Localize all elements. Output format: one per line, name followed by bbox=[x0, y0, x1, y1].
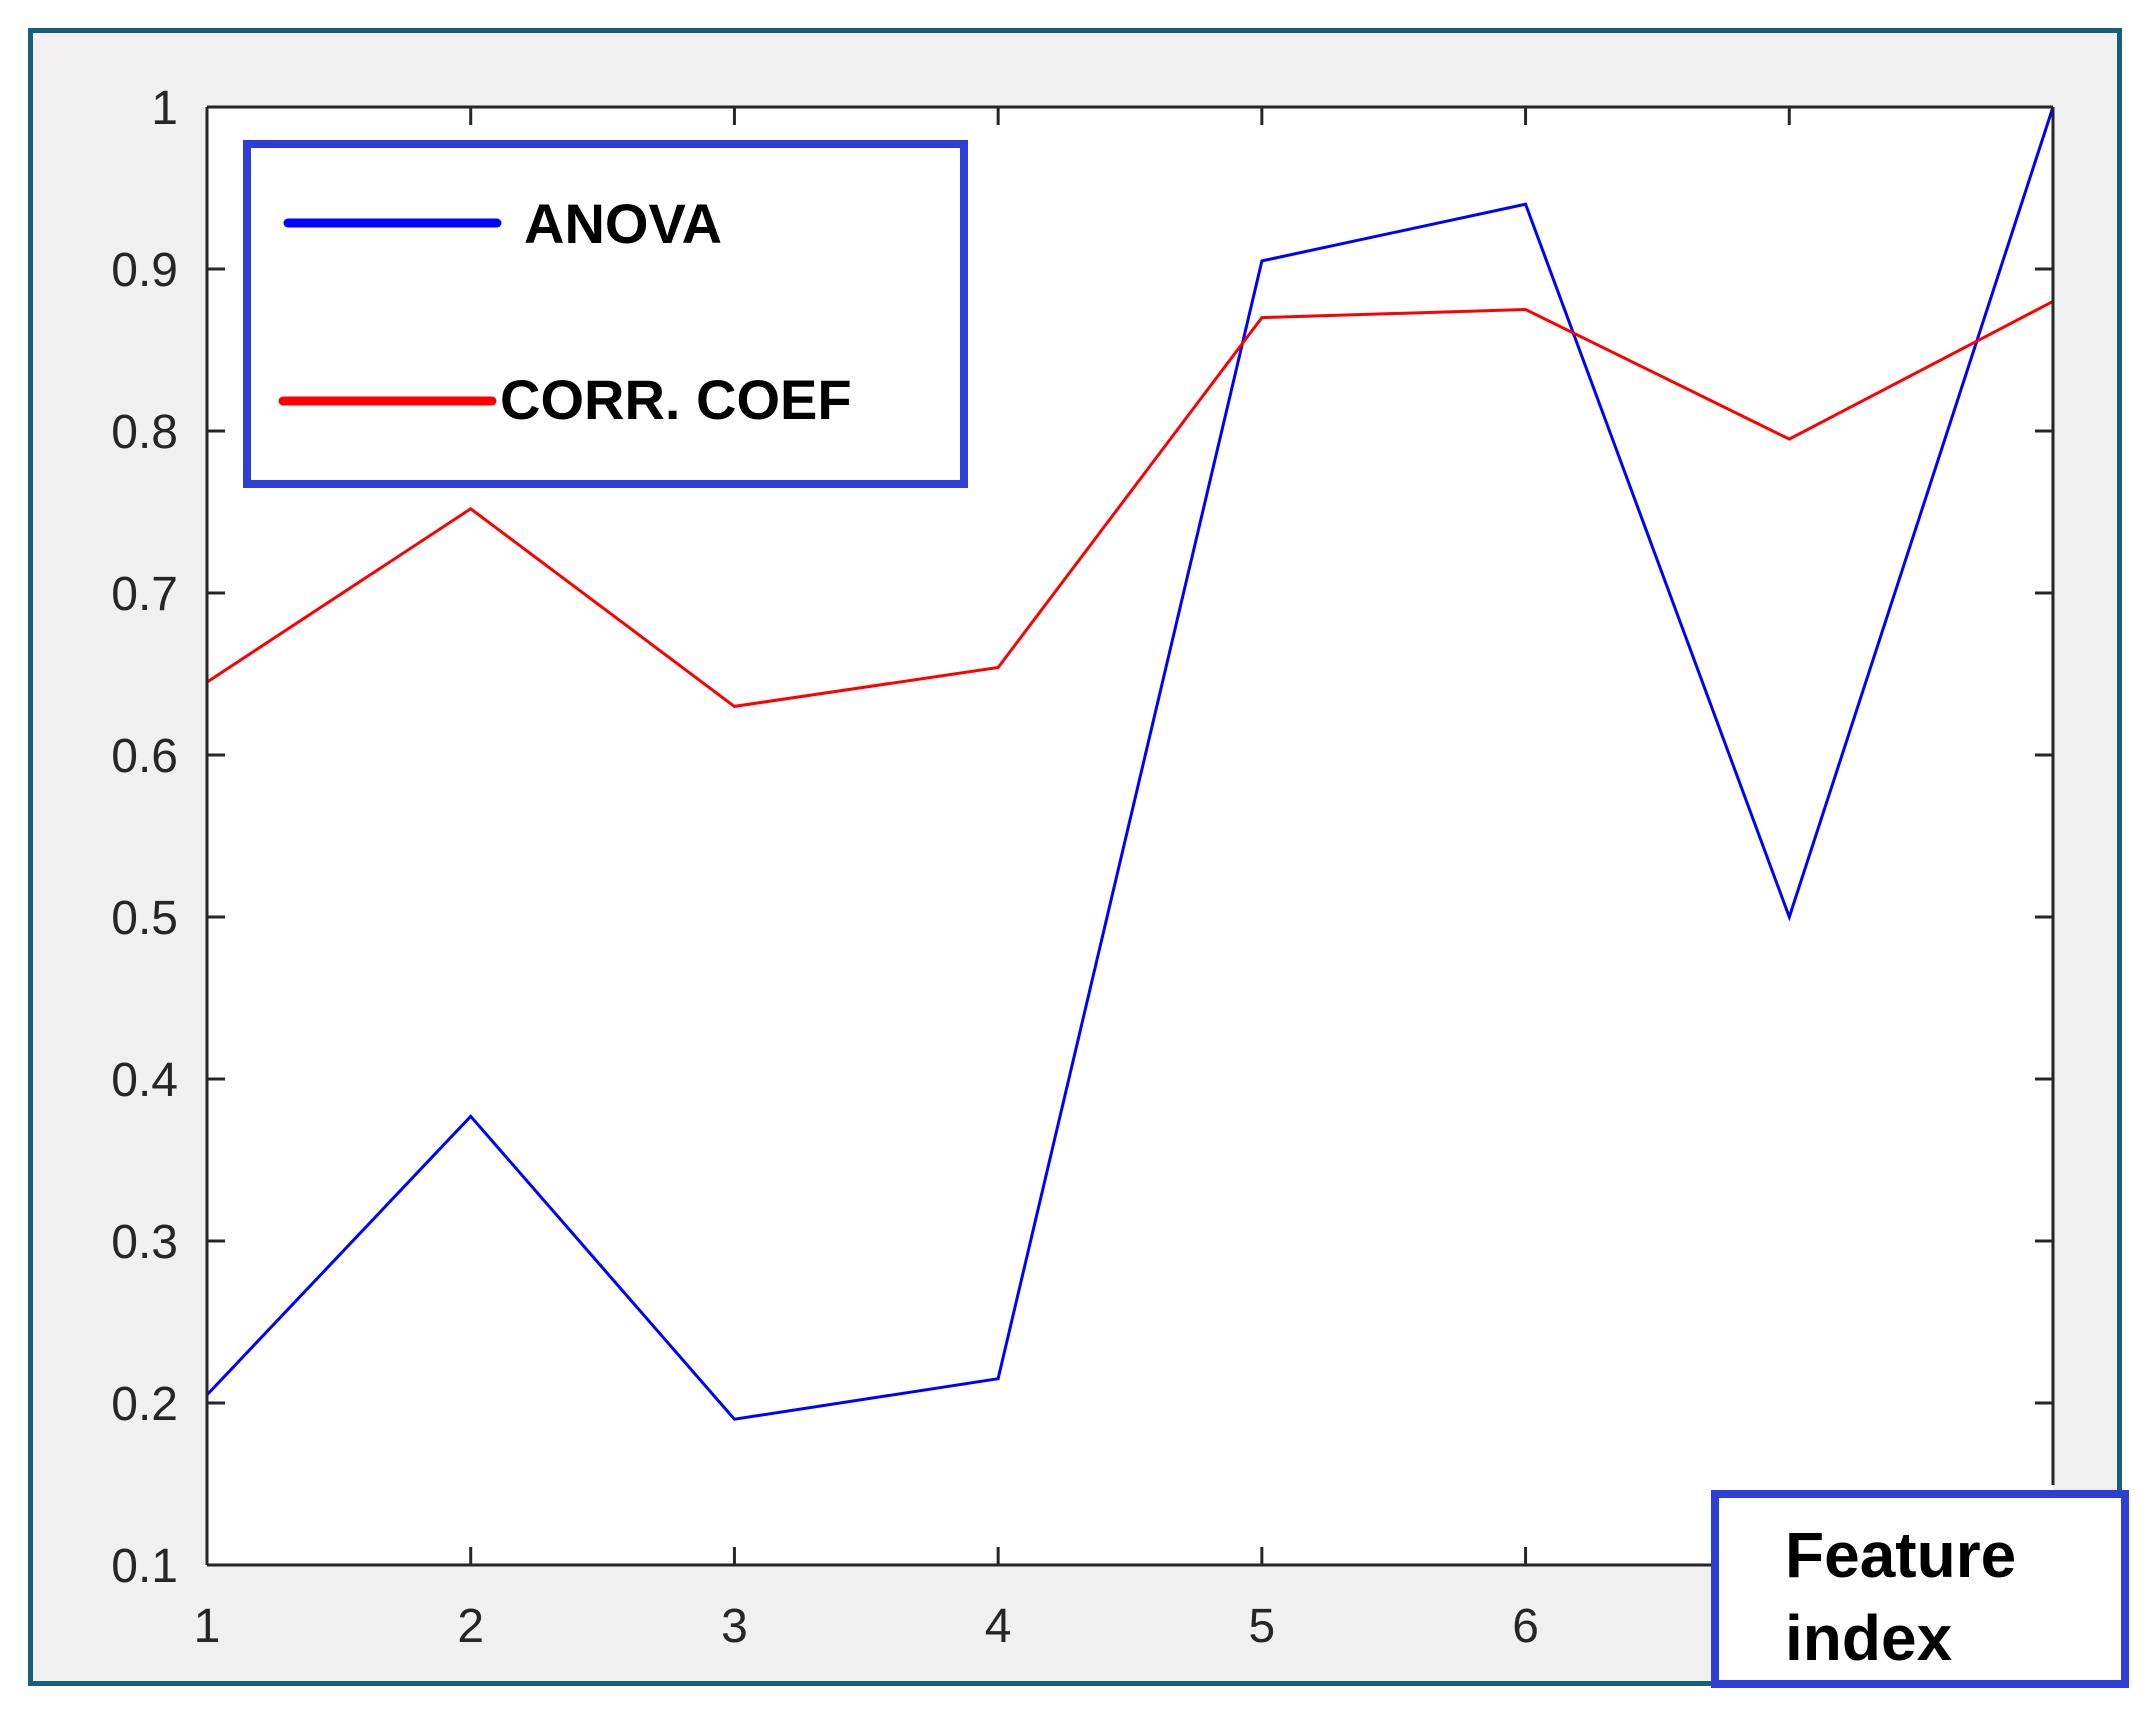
y-tick-label: 0.5 bbox=[111, 892, 178, 945]
x-tick-label: 5 bbox=[1249, 1600, 1276, 1653]
xlabel-box: Feature index bbox=[1711, 1490, 2129, 1688]
y-tick-label: 0.6 bbox=[111, 730, 178, 783]
series-layer bbox=[205, 106, 2055, 1421]
x-tick-label: 3 bbox=[721, 1600, 748, 1653]
series-line-corr-coef bbox=[206, 300, 2054, 708]
y-tick-label: 0.4 bbox=[111, 1054, 178, 1107]
y-tick-label: 0.9 bbox=[111, 244, 178, 297]
y-tick-label: 0.8 bbox=[111, 406, 178, 459]
legend-label-anova: ANOVA bbox=[524, 192, 722, 255]
x-tick-label: 6 bbox=[1512, 1600, 1539, 1653]
legend-box bbox=[243, 140, 968, 488]
x-tick-label: 2 bbox=[457, 1600, 484, 1653]
x-tick-label: 4 bbox=[985, 1600, 1012, 1653]
ticks-layer: 0.1 0.2 0.3 0.4 0.5 0.6 0.7 0.8 0.9 1 1 2 3 4 5 6 bbox=[111, 82, 2053, 1653]
series-line-anova bbox=[205, 106, 2055, 1421]
legend: ANOVA CORR. COEF bbox=[243, 140, 968, 488]
xlabel-box-frame bbox=[1711, 1490, 2129, 1688]
axes-layer bbox=[205, 105, 2055, 1567]
xlabel-line-2: index bbox=[1785, 1602, 1953, 1674]
legend-label-corr-coef: CORR. COEF bbox=[500, 368, 852, 431]
y-tick-label: 0.3 bbox=[111, 1216, 178, 1269]
y-tick-label: 0.1 bbox=[111, 1540, 178, 1593]
y-tick-label: 1 bbox=[151, 82, 178, 135]
xlabel-line-1: Feature bbox=[1785, 1519, 2016, 1591]
y-tick-label: 0.2 bbox=[111, 1378, 178, 1431]
y-tick-label: 0.7 bbox=[111, 568, 178, 621]
x-tick-label: 1 bbox=[194, 1600, 221, 1653]
